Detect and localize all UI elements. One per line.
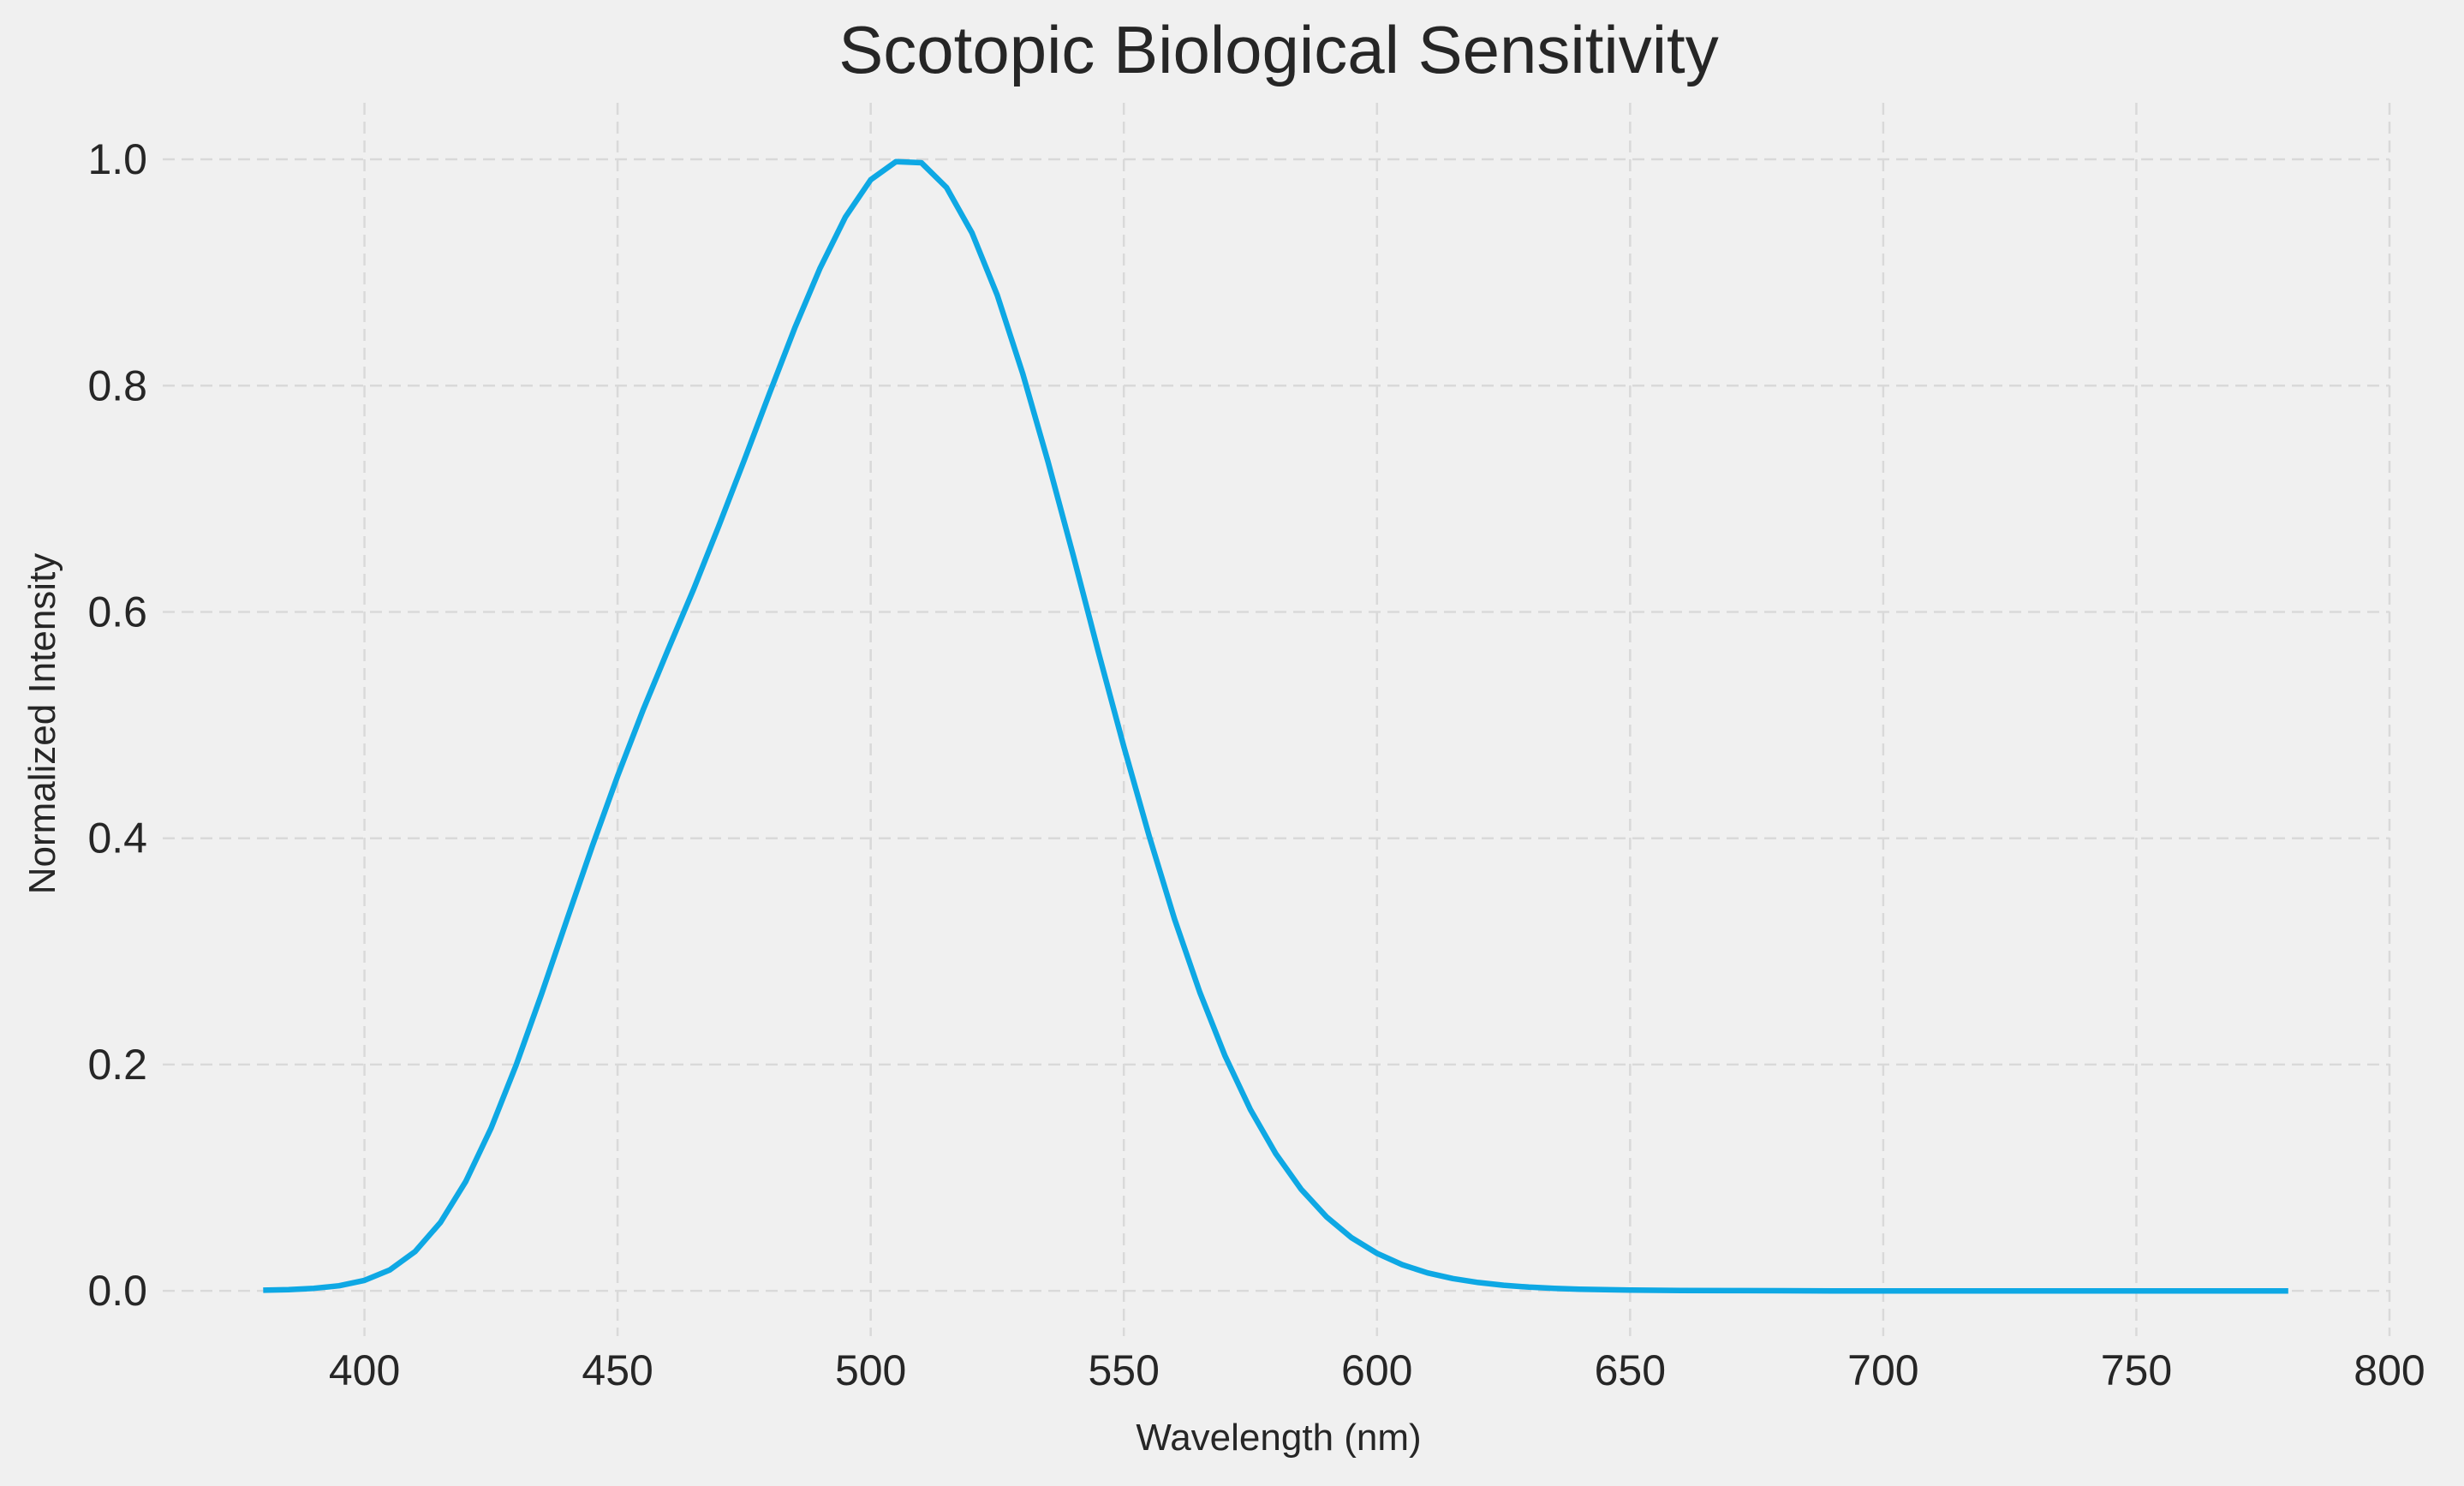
x-axis-title: Wavelength (nm) (1136, 1417, 1421, 1459)
x-tick-label: 500 (835, 1346, 906, 1394)
y-tick-label: 0.0 (87, 1267, 147, 1315)
grid (163, 103, 2391, 1336)
x-tick-label: 650 (1595, 1346, 1666, 1394)
y-tick-label: 0.6 (87, 588, 147, 636)
x-tick-label: 550 (1089, 1346, 1160, 1394)
x-tick-label: 800 (2354, 1346, 2425, 1394)
x-tick-label: 450 (582, 1346, 653, 1394)
y-tick-label: 1.0 (87, 135, 147, 183)
y-axis-title: Normalized Intensity (21, 553, 63, 895)
y-tick-label: 0.8 (87, 361, 147, 409)
x-tick-label: 750 (2101, 1346, 2172, 1394)
x-tick-label: 600 (1341, 1346, 1412, 1394)
y-tick-labels: 0.0 0.2 0.4 0.6 0.8 1.0 (87, 135, 147, 1315)
x-tick-label: 700 (1847, 1346, 1918, 1394)
chart-title: Scotopic Biological Sensitivity (838, 12, 1718, 87)
x-tick-labels: 400 450 500 550 600 650 700 750 800 (329, 1346, 2425, 1394)
x-tick-label: 400 (329, 1346, 400, 1394)
series-layer (263, 158, 2288, 1294)
series-line (263, 158, 2288, 1294)
y-tick-label: 0.4 (87, 815, 147, 862)
y-tick-label: 0.2 (87, 1041, 147, 1089)
